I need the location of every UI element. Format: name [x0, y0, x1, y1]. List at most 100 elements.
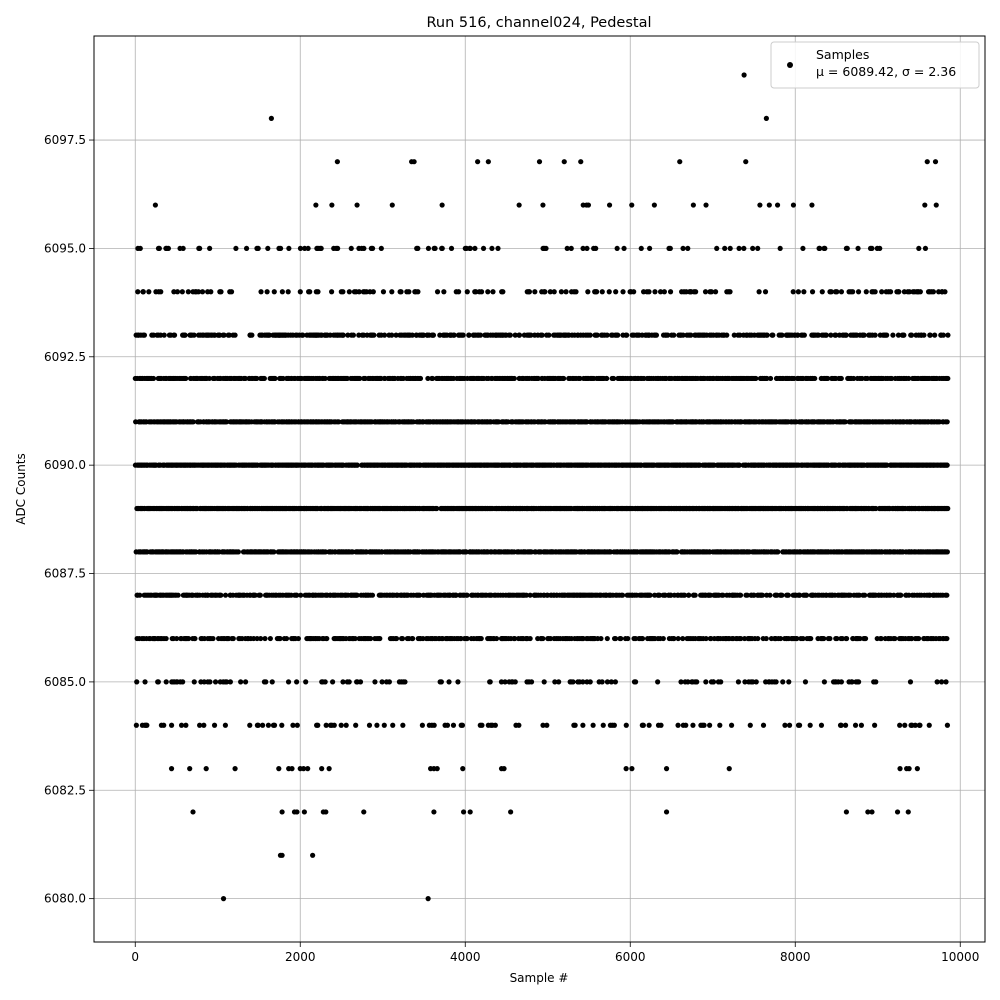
data-point	[141, 332, 148, 338]
data-point	[182, 332, 188, 338]
data-point	[927, 332, 933, 338]
data-point	[228, 289, 235, 295]
data-point	[640, 722, 646, 728]
data-point	[493, 635, 500, 642]
data-point	[680, 332, 686, 338]
data-point	[161, 332, 167, 338]
data-point	[702, 289, 709, 295]
data-point	[212, 679, 219, 685]
data-point	[795, 289, 801, 295]
data-point	[618, 635, 624, 642]
data-point	[671, 635, 677, 642]
data-point	[780, 679, 786, 685]
data-point	[415, 289, 421, 295]
data-point	[386, 679, 392, 685]
data-point	[842, 722, 849, 728]
data-point	[406, 289, 412, 295]
data-point	[208, 289, 214, 295]
data-point	[623, 722, 629, 728]
data-point	[838, 289, 845, 295]
data-point	[389, 332, 395, 338]
data-point	[232, 766, 238, 772]
data-point	[677, 159, 683, 165]
data-point	[222, 592, 229, 598]
data-point	[834, 635, 840, 642]
data-point	[838, 375, 844, 382]
data-point	[796, 722, 803, 728]
data-point	[818, 722, 825, 728]
data-point	[865, 809, 871, 815]
data-point	[340, 332, 346, 338]
data-point	[267, 635, 273, 642]
data-point	[551, 289, 557, 295]
data-point	[763, 115, 769, 121]
data-point	[417, 375, 424, 382]
data-point	[801, 289, 807, 295]
data-point	[655, 679, 661, 685]
data-point	[710, 679, 717, 685]
data-point	[786, 722, 793, 728]
data-point	[400, 722, 406, 728]
data-point	[833, 332, 839, 338]
data-point	[511, 375, 517, 382]
data-point	[629, 766, 635, 772]
data-point	[140, 289, 146, 295]
data-point	[303, 679, 309, 685]
data-point	[203, 766, 209, 772]
data-point	[235, 549, 241, 555]
data-point	[825, 375, 831, 382]
data-point	[680, 635, 686, 642]
data-point	[512, 679, 518, 685]
data-point	[419, 722, 425, 728]
data-point	[683, 722, 689, 728]
data-point	[305, 245, 311, 252]
data-point	[446, 679, 452, 685]
data-point	[828, 332, 834, 338]
data-point	[930, 289, 937, 295]
data-point	[199, 289, 206, 295]
data-point	[934, 679, 940, 685]
data-point	[726, 766, 732, 772]
data-point	[163, 679, 169, 685]
data-point	[671, 332, 677, 338]
data-point	[661, 289, 667, 295]
data-point	[243, 245, 250, 252]
data-point	[620, 289, 626, 295]
data-point	[230, 635, 236, 642]
data-point	[516, 722, 522, 728]
data-point	[612, 635, 619, 642]
data-point	[381, 332, 388, 338]
data-point	[827, 635, 833, 642]
data-point	[611, 375, 617, 382]
data-point	[441, 289, 447, 295]
data-point	[812, 375, 818, 382]
data-point	[902, 722, 908, 728]
data-point	[945, 505, 951, 512]
data-point	[753, 375, 759, 382]
data-point	[767, 592, 773, 598]
data-point	[942, 289, 948, 295]
data-point	[187, 766, 193, 772]
data-point	[224, 679, 230, 685]
data-point	[852, 722, 859, 728]
data-point	[623, 766, 629, 772]
data-point	[277, 635, 283, 642]
data-point	[263, 679, 269, 685]
data-point	[561, 375, 567, 382]
data-point	[624, 332, 630, 338]
data-point	[594, 289, 600, 295]
data-point	[380, 289, 387, 295]
data-point	[207, 679, 213, 685]
data-point	[261, 375, 267, 382]
data-point	[909, 635, 915, 642]
data-point	[322, 679, 328, 685]
data-point	[297, 245, 304, 252]
data-point	[258, 635, 264, 642]
data-point	[690, 722, 696, 728]
data-point	[844, 635, 850, 642]
data-point	[801, 332, 807, 338]
data-point	[461, 809, 467, 815]
data-point	[485, 289, 491, 295]
data-point	[434, 766, 440, 772]
data-point	[767, 375, 774, 382]
